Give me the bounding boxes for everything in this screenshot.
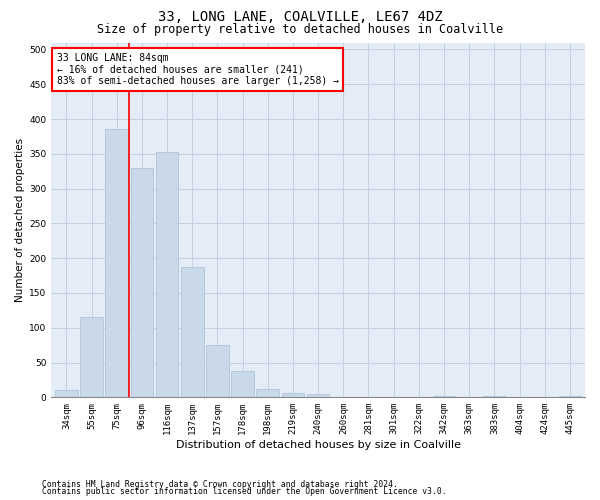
Bar [357, 396, 380, 398]
Text: Size of property relative to detached houses in Coalville: Size of property relative to detached ho… [97, 22, 503, 36]
Bar [281, 393, 304, 398]
Bar [559, 396, 581, 398]
Bar [131, 168, 153, 398]
Bar [332, 396, 355, 398]
Bar [433, 396, 455, 398]
Bar [106, 130, 128, 398]
Bar [181, 266, 203, 398]
Bar [483, 396, 506, 398]
Bar [256, 389, 279, 398]
Bar [80, 318, 103, 398]
Y-axis label: Number of detached properties: Number of detached properties [15, 138, 25, 302]
Bar [156, 152, 178, 398]
Text: 33 LONG LANE: 84sqm
← 16% of detached houses are smaller (241)
83% of semi-detac: 33 LONG LANE: 84sqm ← 16% of detached ho… [56, 53, 338, 86]
Bar [382, 396, 405, 398]
Bar [231, 371, 254, 398]
Text: 33, LONG LANE, COALVILLE, LE67 4DZ: 33, LONG LANE, COALVILLE, LE67 4DZ [158, 10, 442, 24]
Text: Contains HM Land Registry data © Crown copyright and database right 2024.: Contains HM Land Registry data © Crown c… [42, 480, 398, 489]
X-axis label: Distribution of detached houses by size in Coalville: Distribution of detached houses by size … [176, 440, 461, 450]
Text: Contains public sector information licensed under the Open Government Licence v3: Contains public sector information licen… [42, 488, 446, 496]
Bar [55, 390, 78, 398]
Bar [307, 394, 329, 398]
Bar [206, 345, 229, 398]
